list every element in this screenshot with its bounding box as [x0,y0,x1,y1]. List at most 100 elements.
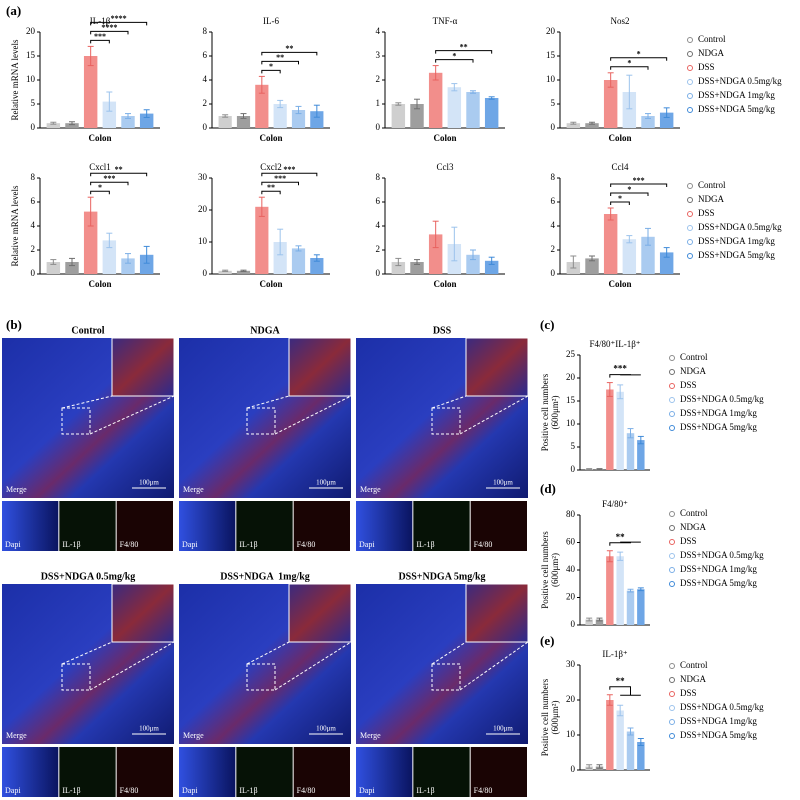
significance-bracket [261,181,299,186]
error-bar [143,245,150,264]
channel-image [179,501,236,551]
y-tick-label: 20 [566,372,576,382]
significance-bracket [609,686,641,696]
y-tick-label: 25 [566,349,576,359]
merge-label: Merge [183,485,204,494]
y-tick-label: 20 [566,592,576,602]
significance-bracket [90,39,110,44]
scale-label: 100μm [493,725,513,733]
error-bar [143,109,150,118]
error-bar [295,105,302,115]
error-bar [589,121,595,125]
error-bar [240,269,247,272]
chart-title: Nos2 [610,16,629,26]
legend-label: NDGA [698,194,724,204]
zoom-lines [246,641,352,691]
error-bar [626,235,633,244]
bar [46,123,61,128]
zoom-lines [431,641,529,691]
error-bar [637,738,644,746]
zoom-box [61,407,91,435]
x-axis-label: Colon [608,133,631,143]
channel-label: Dapi [5,786,21,795]
chart-title: Cxcl2 [260,162,282,172]
bar [641,236,655,274]
error-bar [125,113,131,119]
bar [637,742,645,770]
legend-label: DSS+NDGA 0.5mg/kg [680,550,764,560]
y-tick-label: 5 [31,98,36,108]
error-bar [607,72,614,88]
bar [606,556,614,625]
error-bar [87,196,94,227]
legend-marker [669,719,675,725]
zoom-box [431,663,461,691]
legend-marker [687,253,693,259]
y-tick-label: 0 [203,268,208,278]
bar [428,234,443,274]
y-tick-label: 80 [566,509,576,519]
significance-label: *** [613,364,627,374]
significance-bracket [435,59,474,63]
y-tick-label: 0 [376,122,381,132]
channel-image [356,747,413,797]
legend-marker [669,397,675,403]
error-bar [488,96,495,100]
bar [121,116,135,128]
zoom-lines [431,395,529,435]
legend-label: DSS [680,688,697,698]
y-axis-label: Positive cell numbers [540,373,550,451]
legend-label: DSS+NDGA 0.5mg/kg [680,702,764,712]
bar [310,258,324,274]
zoom-box [246,407,276,435]
bar [637,440,645,470]
y-tick-label: 0 [571,619,576,629]
significance-label: *** [274,174,286,183]
legend-marker [669,705,675,711]
bar [466,92,480,128]
chart-title: Ccl4 [612,162,629,172]
chart-title: Ccl3 [437,162,454,172]
error-bar [617,704,624,717]
y-tick-label: 8 [31,172,36,182]
chart-title: IL-6 [263,16,279,26]
channel-label: F4/80 [474,786,493,795]
error-bar [432,220,439,249]
zoom-lines [61,641,175,691]
error-bar [258,75,265,94]
legend-marker [687,239,693,245]
legend-marker [687,37,693,43]
y-tick-label: 6 [376,196,381,206]
channel-image [413,501,470,551]
significance-bracket [610,183,668,187]
error-bar [414,259,420,265]
significance-bracket [90,190,110,195]
chart-title: TNF-α [433,16,458,26]
error-bar [596,764,603,769]
y-tick-label: 6 [31,196,36,206]
y-tick-label: 40 [566,564,576,574]
chart-title: F4/80⁺ [602,499,628,509]
error-bar [626,74,633,110]
bar [65,262,79,274]
significance-label: * [98,183,102,192]
bar [121,258,135,274]
significance-bracket [610,66,649,70]
error-bar [106,91,113,112]
error-bar [106,232,113,249]
y-tick-label: 4 [203,74,208,84]
significance-bracket [261,172,318,177]
y-tick-label: 10 [198,236,208,246]
bar [291,110,306,128]
legend-label: DSS+NDGA 5mg/kg [698,250,775,260]
error-bar [258,196,265,217]
significance-bracket [90,181,129,186]
bar [606,700,614,770]
error-bar [627,727,634,736]
legend-label: NDGA [680,366,706,376]
significance-label: ** [267,183,275,192]
bar [83,211,98,274]
error-bar [627,588,634,593]
channel-label: IL-1β [416,540,434,549]
legend-label: DSS+NDGA 5mg/kg [698,104,775,114]
